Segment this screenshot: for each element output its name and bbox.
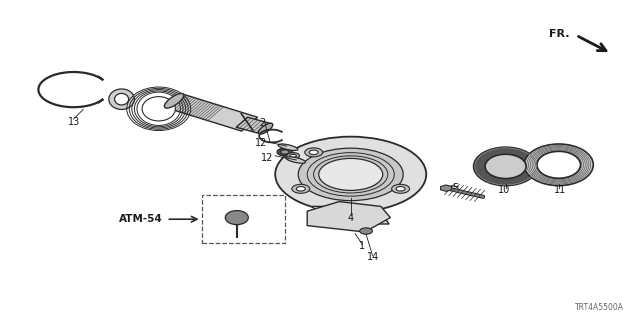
Ellipse shape [485, 154, 526, 179]
Ellipse shape [298, 148, 403, 201]
Ellipse shape [115, 93, 129, 105]
Ellipse shape [109, 89, 134, 109]
Ellipse shape [396, 187, 405, 191]
Polygon shape [312, 206, 389, 224]
Text: ATM-54: ATM-54 [120, 214, 163, 224]
Text: 10: 10 [497, 185, 510, 196]
Ellipse shape [392, 184, 410, 193]
Polygon shape [307, 202, 390, 232]
Text: 11: 11 [554, 185, 566, 196]
Ellipse shape [259, 123, 273, 134]
Ellipse shape [278, 144, 298, 150]
Ellipse shape [290, 154, 296, 157]
Text: TRT4A5500A: TRT4A5500A [575, 303, 624, 312]
Ellipse shape [280, 150, 289, 154]
Text: 12: 12 [255, 138, 268, 148]
Polygon shape [166, 94, 258, 131]
Text: 4: 4 [348, 213, 354, 223]
Ellipse shape [287, 153, 300, 159]
Ellipse shape [537, 151, 580, 178]
Text: FR.: FR. [549, 28, 570, 39]
Ellipse shape [474, 147, 538, 186]
Bar [202, 195, 285, 243]
Ellipse shape [305, 148, 323, 157]
Ellipse shape [309, 150, 318, 155]
Text: 5: 5 [452, 183, 459, 193]
Text: 2: 2 [259, 118, 266, 128]
Ellipse shape [225, 211, 248, 225]
Text: 12: 12 [260, 153, 273, 163]
Ellipse shape [164, 93, 184, 108]
Text: 13: 13 [67, 117, 80, 127]
Polygon shape [236, 117, 271, 134]
Ellipse shape [360, 228, 372, 234]
Ellipse shape [337, 167, 365, 181]
Ellipse shape [277, 148, 292, 156]
Ellipse shape [286, 157, 305, 163]
Ellipse shape [319, 158, 383, 190]
Circle shape [275, 137, 426, 212]
Polygon shape [440, 185, 452, 191]
Text: 1: 1 [359, 241, 365, 252]
Ellipse shape [292, 184, 310, 193]
Text: 14: 14 [367, 252, 380, 262]
Ellipse shape [524, 144, 593, 186]
Ellipse shape [296, 187, 305, 191]
Ellipse shape [142, 97, 175, 121]
